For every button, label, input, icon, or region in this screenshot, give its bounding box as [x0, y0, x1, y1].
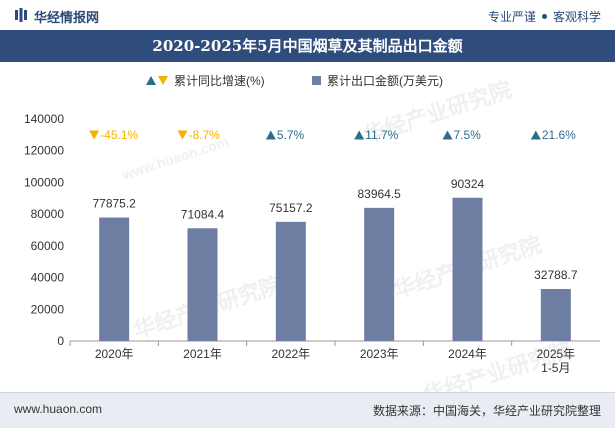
growth-label: -45.1% [100, 128, 138, 142]
logo-icon [15, 8, 27, 22]
top-bar: 华经情报网 专业严谨 客观科学 [0, 0, 615, 30]
x-tick-label-line: 2025年 [536, 347, 575, 361]
bar-value-label: 83964.5 [357, 187, 401, 201]
y-tick-label: 100000 [24, 175, 64, 189]
bar [99, 217, 130, 341]
legend-amount: 累计出口金额(万美元) [312, 72, 443, 89]
x-tick-label: 2025年 1-5月 [536, 347, 575, 375]
up-triangle-icon [354, 130, 365, 140]
growth-label: 7.5% [454, 128, 482, 142]
bar-value-label: 75157.2 [269, 201, 313, 215]
y-tick-label: 60000 [31, 239, 65, 253]
separator-dot-icon [541, 14, 547, 20]
x-tick-label-line: 2022年 [271, 347, 310, 361]
down-triangle-icon [177, 130, 188, 140]
bar-value-label: 32788.7 [534, 268, 578, 282]
x-tick-label: 2021年 [183, 347, 222, 361]
bar [452, 197, 483, 341]
growth-label: -8.7% [189, 128, 221, 142]
bar-value-label: 71084.4 [181, 207, 225, 221]
growth-label: 21.6% [542, 128, 576, 142]
up-triangle-icon [442, 130, 453, 140]
x-tick-label: 2020年 [95, 347, 134, 361]
brand-name: 华经情报网 [34, 10, 100, 25]
legend: 累计同比增速(%) 累计出口金额(万美元) [0, 72, 615, 92]
bar [187, 228, 218, 341]
footer-source: 数据来源：中国海关，华经产业研究院整理 [372, 404, 601, 418]
y-tick-label: 0 [57, 334, 64, 348]
y-tick-label: 140000 [24, 112, 64, 126]
bar [275, 221, 306, 341]
legend-growth-label: 累计同比增速(%) [174, 74, 265, 88]
title-bar: 2020-2025年5月中国烟草及其制品出口金额 [0, 30, 615, 62]
slogan-right: 客观科学 [552, 10, 601, 24]
up-triangle-icon [530, 130, 541, 140]
y-tick-label: 20000 [31, 302, 65, 316]
footer: www.huaon.com 数据来源：中国海关，华经产业研究院整理 [0, 392, 615, 428]
down-triangle-icon [158, 76, 168, 85]
slogan-left: 专业严谨 [487, 10, 536, 24]
legend-bar-swatch [312, 76, 321, 85]
growth-label: 5.7% [277, 128, 305, 142]
x-tick-label-line: 1-5月 [541, 361, 570, 375]
x-tick-label-line: 2023年 [360, 347, 399, 361]
bar-value-label: 90324 [451, 177, 485, 191]
footer-website: www.huaon.com [14, 402, 103, 416]
up-triangle-icon [146, 76, 156, 85]
x-tick-label: 2024年 [448, 347, 487, 361]
slogan: 专业严谨 客观科学 [488, 8, 601, 25]
bar [364, 207, 395, 341]
bar [540, 289, 571, 341]
legend-growth: 累计同比增速(%) [146, 72, 265, 89]
y-tick-label: 80000 [31, 207, 65, 221]
legend-amount-label: 累计出口金额(万美元) [327, 74, 443, 88]
chart-title: 2020-2025年5月中国烟草及其制品出口金额 [152, 37, 463, 55]
bar-value-label: 77875.2 [92, 197, 136, 211]
y-tick-label: 40000 [31, 271, 65, 285]
y-tick-label: 120000 [24, 144, 64, 158]
x-tick-label: 2023年 [360, 347, 399, 361]
down-triangle-icon [89, 130, 100, 140]
x-tick-label-line: 2024年 [448, 347, 487, 361]
up-triangle-icon [265, 130, 276, 140]
x-tick-label-line: 2020年 [95, 347, 134, 361]
x-tick-label-line: 2021年 [183, 347, 222, 361]
growth-label: 11.7% [365, 128, 398, 142]
x-tick-label: 2022年 [271, 347, 310, 361]
